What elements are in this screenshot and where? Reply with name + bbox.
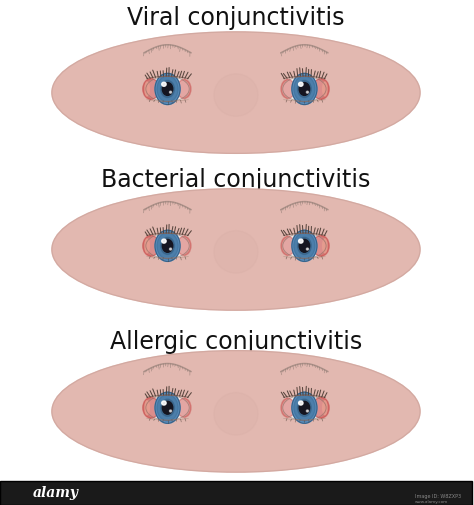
Ellipse shape	[323, 83, 327, 97]
Ellipse shape	[283, 234, 326, 259]
Ellipse shape	[313, 236, 329, 257]
Ellipse shape	[170, 92, 172, 94]
Text: Bacterial conjunctivitis: Bacterial conjunctivitis	[101, 167, 371, 191]
Ellipse shape	[162, 401, 166, 405]
Ellipse shape	[292, 392, 317, 424]
Ellipse shape	[299, 401, 310, 415]
Text: Allergic conjunctivitis: Allergic conjunctivitis	[110, 329, 362, 353]
Ellipse shape	[299, 239, 303, 243]
Ellipse shape	[143, 79, 159, 100]
Ellipse shape	[281, 80, 295, 99]
Ellipse shape	[145, 83, 149, 97]
Ellipse shape	[281, 237, 295, 256]
Ellipse shape	[155, 392, 180, 424]
Ellipse shape	[299, 83, 310, 96]
Ellipse shape	[177, 398, 191, 418]
Ellipse shape	[52, 33, 420, 154]
Ellipse shape	[146, 234, 189, 259]
Ellipse shape	[214, 393, 258, 435]
Ellipse shape	[298, 238, 311, 255]
Ellipse shape	[283, 395, 326, 421]
Ellipse shape	[177, 80, 191, 99]
Ellipse shape	[292, 231, 317, 262]
Ellipse shape	[52, 189, 420, 311]
Ellipse shape	[299, 240, 310, 253]
Ellipse shape	[52, 351, 420, 472]
Ellipse shape	[306, 92, 309, 94]
Ellipse shape	[283, 77, 326, 103]
Ellipse shape	[162, 401, 173, 415]
Ellipse shape	[294, 395, 315, 421]
Ellipse shape	[170, 410, 172, 412]
Ellipse shape	[177, 237, 191, 256]
Ellipse shape	[306, 410, 309, 412]
Ellipse shape	[292, 74, 317, 106]
Ellipse shape	[143, 236, 159, 257]
Ellipse shape	[161, 81, 174, 98]
Ellipse shape	[161, 399, 174, 417]
Ellipse shape	[298, 399, 311, 417]
Ellipse shape	[145, 401, 149, 415]
Ellipse shape	[294, 233, 315, 260]
Ellipse shape	[323, 401, 327, 415]
Ellipse shape	[281, 398, 295, 418]
Text: alamy: alamy	[33, 485, 79, 499]
Ellipse shape	[313, 397, 329, 418]
Ellipse shape	[157, 233, 178, 260]
Ellipse shape	[298, 81, 311, 98]
Ellipse shape	[162, 83, 173, 96]
Ellipse shape	[214, 75, 258, 117]
Ellipse shape	[299, 83, 303, 87]
Ellipse shape	[306, 248, 309, 250]
Ellipse shape	[214, 231, 258, 274]
Ellipse shape	[294, 77, 315, 103]
Text: www.alamy.com: www.alamy.com	[415, 499, 448, 503]
Ellipse shape	[323, 239, 327, 254]
Ellipse shape	[170, 248, 172, 250]
Ellipse shape	[161, 238, 174, 255]
Ellipse shape	[157, 77, 178, 103]
Ellipse shape	[162, 83, 166, 87]
FancyBboxPatch shape	[0, 481, 472, 505]
Ellipse shape	[143, 397, 159, 418]
Ellipse shape	[313, 79, 329, 100]
Ellipse shape	[146, 77, 189, 103]
Ellipse shape	[146, 395, 189, 421]
Text: Viral conjunctivitis: Viral conjunctivitis	[127, 6, 345, 30]
Ellipse shape	[155, 74, 180, 106]
Ellipse shape	[157, 395, 178, 421]
Ellipse shape	[162, 239, 166, 243]
Ellipse shape	[162, 240, 173, 253]
Ellipse shape	[145, 239, 149, 254]
Ellipse shape	[155, 231, 180, 262]
Text: Image ID: W8ZXP3: Image ID: W8ZXP3	[415, 493, 462, 498]
Ellipse shape	[299, 401, 303, 405]
